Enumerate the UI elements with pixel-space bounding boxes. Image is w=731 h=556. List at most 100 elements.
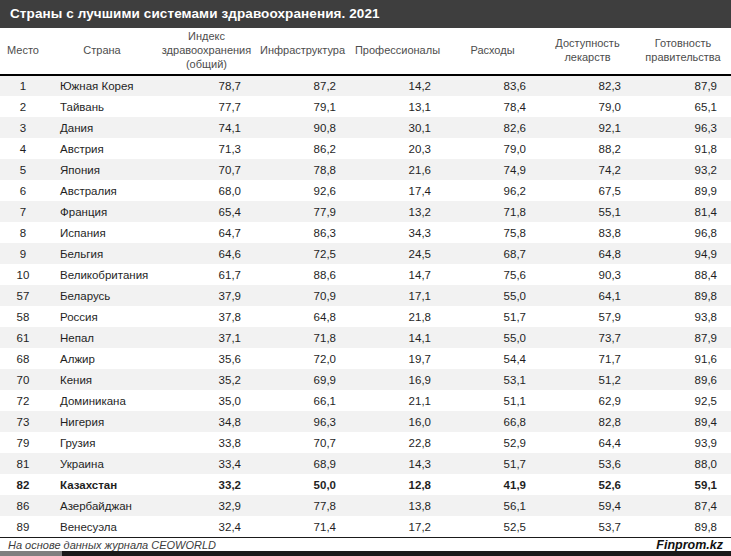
- value-cell: 71,4: [255, 516, 350, 537]
- value-cell: 62,9: [540, 390, 635, 411]
- value-cell: 79,0: [445, 138, 540, 159]
- country-cell: Бельгия: [46, 243, 158, 264]
- rank-cell: 9: [0, 243, 46, 264]
- value-cell: 65,4: [158, 201, 255, 222]
- value-cell: 87,9: [635, 75, 731, 96]
- table-row: 58Россия37,864,821,851,757,993,8: [0, 306, 731, 327]
- value-cell: 71,7: [540, 348, 635, 369]
- column-header-medicine-access: Доступность лекарств: [540, 28, 635, 75]
- value-cell: 16,9: [350, 369, 445, 390]
- value-cell: 52,6: [540, 474, 635, 495]
- value-cell: 89,9: [635, 180, 731, 201]
- value-cell: 17,4: [350, 180, 445, 201]
- bottom-bar-dark-segment: [62, 551, 731, 556]
- value-cell: 64,4: [540, 432, 635, 453]
- value-cell: 14,1: [350, 327, 445, 348]
- brand-logo: Finprom.kz: [656, 538, 723, 552]
- value-cell: 59,4: [540, 495, 635, 516]
- value-cell: 91,8: [635, 138, 731, 159]
- table-row: 82Казахстан33,250,012,841,952,659,1: [0, 474, 731, 495]
- rank-cell: 68: [0, 348, 46, 369]
- value-cell: 57,9: [540, 306, 635, 327]
- value-cell: 73,7: [540, 327, 635, 348]
- value-cell: 16,0: [350, 411, 445, 432]
- table-row: 4Австрия71,386,220,379,088,291,8: [0, 138, 731, 159]
- healthcare-ranking-table: Место Страна Индекс здравоохранения (общ…: [0, 28, 731, 537]
- rank-cell: 61: [0, 327, 46, 348]
- value-cell: 94,9: [635, 243, 731, 264]
- value-cell: 90,8: [255, 117, 350, 138]
- value-cell: 35,0: [158, 390, 255, 411]
- value-cell: 64,8: [255, 306, 350, 327]
- value-cell: 41,9: [445, 474, 540, 495]
- value-cell: 66,8: [445, 411, 540, 432]
- table-row: 86Азербайджан32,977,813,856,159,487,4: [0, 495, 731, 516]
- table-row: 10Великобритания61,788,614,775,690,388,4: [0, 264, 731, 285]
- value-cell: 86,2: [255, 138, 350, 159]
- country-cell: Австрия: [46, 138, 158, 159]
- rank-cell: 82: [0, 474, 46, 495]
- value-cell: 53,1: [445, 369, 540, 390]
- country-cell: Кения: [46, 369, 158, 390]
- value-cell: 33,8: [158, 432, 255, 453]
- value-cell: 68,0: [158, 180, 255, 201]
- country-cell: Тайвань: [46, 96, 158, 117]
- value-cell: 53,7: [540, 516, 635, 537]
- value-cell: 64,7: [158, 222, 255, 243]
- rank-cell: 3: [0, 117, 46, 138]
- value-cell: 78,4: [445, 96, 540, 117]
- value-cell: 78,7: [158, 75, 255, 96]
- value-cell: 21,6: [350, 159, 445, 180]
- rank-cell: 89: [0, 516, 46, 537]
- value-cell: 91,6: [635, 348, 731, 369]
- value-cell: 77,7: [158, 96, 255, 117]
- value-cell: 75,6: [445, 264, 540, 285]
- value-cell: 13,8: [350, 495, 445, 516]
- column-header-professionals: Профессионалы: [350, 28, 445, 75]
- value-cell: 51,2: [540, 369, 635, 390]
- table-row: 73Нигерия34,896,316,066,882,889,4: [0, 411, 731, 432]
- value-cell: 68,9: [255, 453, 350, 474]
- value-cell: 13,2: [350, 201, 445, 222]
- value-cell: 77,9: [255, 201, 350, 222]
- data-table: Место Страна Индекс здравоохранения (общ…: [0, 28, 731, 537]
- value-cell: 56,1: [445, 495, 540, 516]
- value-cell: 35,6: [158, 348, 255, 369]
- country-cell: Азербайджан: [46, 495, 158, 516]
- value-cell: 34,8: [158, 411, 255, 432]
- value-cell: 71,8: [255, 327, 350, 348]
- rank-cell: 86: [0, 495, 46, 516]
- table-row: 89Венесуэла32,471,417,252,553,789,8: [0, 516, 731, 537]
- value-cell: 71,3: [158, 138, 255, 159]
- value-cell: 17,2: [350, 516, 445, 537]
- country-cell: Алжир: [46, 348, 158, 369]
- value-cell: 64,6: [158, 243, 255, 264]
- value-cell: 53,6: [540, 453, 635, 474]
- value-cell: 69,9: [255, 369, 350, 390]
- value-cell: 74,9: [445, 159, 540, 180]
- table-row: 2Тайвань77,779,113,178,479,065,1: [0, 96, 731, 117]
- value-cell: 79,0: [540, 96, 635, 117]
- rank-cell: 70: [0, 369, 46, 390]
- value-cell: 54,4: [445, 348, 540, 369]
- value-cell: 32,4: [158, 516, 255, 537]
- rank-cell: 58: [0, 306, 46, 327]
- value-cell: 88,6: [255, 264, 350, 285]
- table-row: 7Франция65,477,913,271,855,181,4: [0, 201, 731, 222]
- column-header-costs: Расходы: [445, 28, 540, 75]
- country-cell: Дания: [46, 117, 158, 138]
- country-cell: Непал: [46, 327, 158, 348]
- value-cell: 83,6: [445, 75, 540, 96]
- value-cell: 64,8: [540, 243, 635, 264]
- value-cell: 17,1: [350, 285, 445, 306]
- value-cell: 88,4: [635, 264, 731, 285]
- table-row: 70Кения35,269,916,953,151,289,6: [0, 369, 731, 390]
- rank-cell: 73: [0, 411, 46, 432]
- value-cell: 93,2: [635, 159, 731, 180]
- value-cell: 33,4: [158, 453, 255, 474]
- value-cell: 67,5: [540, 180, 635, 201]
- value-cell: 35,2: [158, 369, 255, 390]
- value-cell: 82,3: [540, 75, 635, 96]
- rank-cell: 6: [0, 180, 46, 201]
- value-cell: 92,6: [255, 180, 350, 201]
